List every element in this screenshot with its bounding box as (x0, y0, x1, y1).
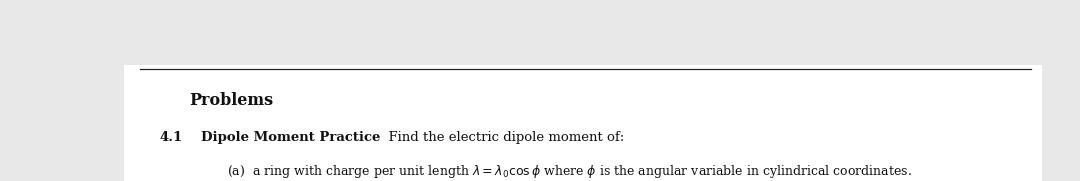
Text: Dipole Moment Practice: Dipole Moment Practice (201, 131, 380, 144)
Bar (0, 0, 1080, 69)
Text: 4.1: 4.1 (160, 131, 184, 144)
Text: (a)  a ring with charge per unit length $\lambda = \lambda_0 \cos\phi$ where $\p: (a) a ring with charge per unit length $… (227, 163, 912, 180)
Bar (124, 65, 1042, 181)
Text: Problems: Problems (189, 92, 273, 109)
Text: Find the electric dipole moment of:: Find the electric dipole moment of: (380, 131, 624, 144)
